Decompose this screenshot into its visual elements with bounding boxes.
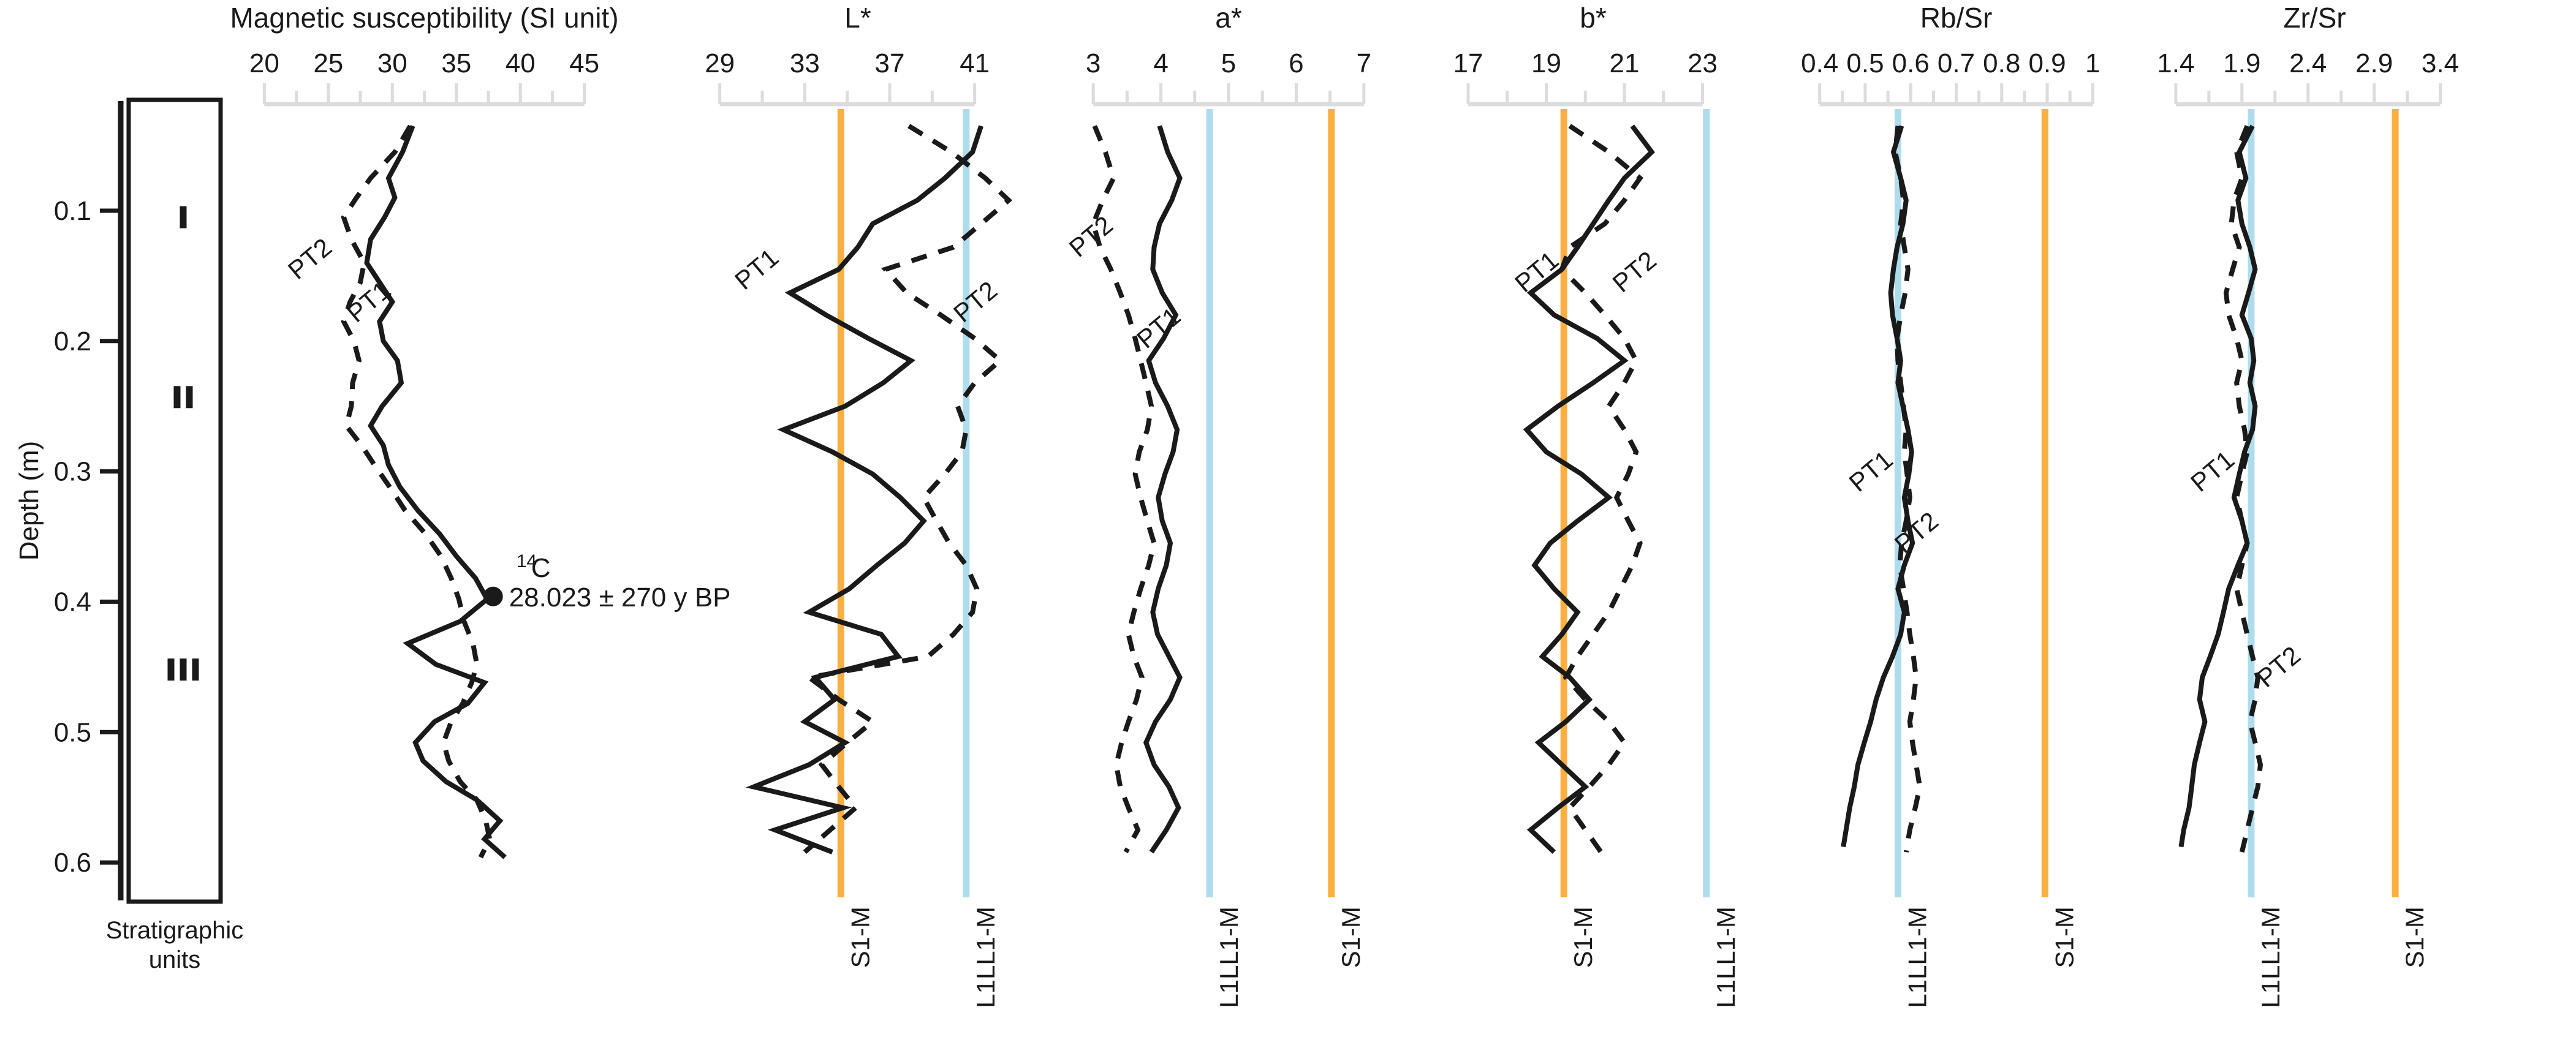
reference-label-L1LL1-M: L1LL1-M — [2256, 907, 2285, 1008]
series-line-PT1-panel4 — [1841, 125, 1915, 848]
depth-axis-label: Depth (m) — [14, 441, 44, 561]
stratigraphic-unit-III — [192, 658, 199, 681]
panel-title-1: L* — [844, 2, 871, 34]
series-label-PT1-panel0: PT1 — [341, 276, 396, 328]
x-tick-label-0-0: 20 — [249, 48, 279, 78]
series-line-PT1-panel3 — [1523, 124, 1655, 854]
series-label-PT1-panel4: PT1 — [1844, 445, 1898, 497]
series-line-PT1-panel1 — [745, 125, 983, 854]
x-tick-label-5-1: 1.9 — [2223, 48, 2260, 78]
x-tick-label-2-1: 4 — [1153, 48, 1168, 78]
x-tick-label-4-5: 0.9 — [2028, 48, 2066, 78]
panel-title-3: b* — [1580, 2, 1607, 34]
series-label-PT1-panel3: PT1 — [1509, 246, 1564, 298]
x-tick-label-3-1: 19 — [1531, 48, 1561, 78]
depth-tick-label: 0.3 — [54, 457, 91, 487]
panel-title-4: Rb/Sr — [1920, 2, 1993, 34]
x-tick-label-0-4: 40 — [506, 48, 536, 78]
series-line-PT2-panel1 — [803, 124, 1013, 854]
series-label-PT2-panel0: PT2 — [282, 232, 337, 285]
reference-label-S1-M: S1-M — [1569, 907, 1597, 968]
depth-tick-label: 0.6 — [54, 848, 91, 878]
x-tick-label-1-0: 29 — [705, 48, 735, 78]
x-tick-label-4-0: 0.4 — [1801, 48, 1838, 78]
depth-tick-label: 0.5 — [54, 717, 91, 747]
x-tick-label-5-2: 2.4 — [2289, 48, 2327, 78]
c14-age-value: 28.023 ± 270 y BP — [509, 583, 731, 613]
x-tick-label-4-1: 0.5 — [1846, 48, 1884, 78]
depth-tick-label: 0.1 — [54, 196, 91, 226]
series-line-PT2-panel4 — [1892, 126, 1923, 853]
x-tick-label-2-4: 7 — [1357, 48, 1371, 78]
stratigraphic-unit-II — [186, 386, 193, 409]
reference-label-S1-M: S1-M — [1336, 907, 1365, 968]
x-tick-label-1-2: 37 — [875, 48, 905, 78]
reference-label-S1-M: S1-M — [2050, 907, 2078, 968]
reference-label-L1LL1-M: L1LL1-M — [1214, 907, 1243, 1008]
c14-sample-dot — [483, 586, 503, 606]
x-tick-label-2-3: 6 — [1289, 48, 1303, 78]
series-label-PT2-panel5: PT2 — [2251, 641, 2306, 693]
series-line-PT1-panel2 — [1143, 125, 1183, 854]
x-tick-label-5-0: 1.4 — [2157, 48, 2194, 78]
strat-caption-line1: Stratigraphic — [106, 917, 244, 944]
series-label-PT1-panel1: PT1 — [729, 243, 784, 296]
stratigraphic-unit-III — [180, 658, 187, 681]
x-tick-label-5-4: 3.4 — [2422, 48, 2459, 78]
c14-isotope-label: C — [531, 553, 551, 583]
x-tick-label-0-5: 45 — [569, 48, 599, 78]
x-tick-label-2-0: 3 — [1086, 48, 1100, 78]
x-tick-label-4-3: 0.7 — [1938, 48, 1975, 78]
x-tick-label-3-3: 23 — [1688, 48, 1718, 78]
reference-label-L1LL1-M: L1LL1-M — [1903, 907, 1931, 1008]
stratigraphic-unit-I — [180, 206, 187, 228]
depth-tick-label: 0.4 — [54, 587, 91, 617]
series-label-PT2-panel1: PT2 — [948, 276, 1002, 328]
x-tick-label-2-2: 5 — [1221, 48, 1236, 78]
series-label-PT1-panel5: PT1 — [2185, 445, 2240, 497]
reference-label-L1LL1-M: L1LL1-M — [1711, 907, 1740, 1008]
x-tick-label-1-3: 41 — [960, 48, 990, 78]
series-label-PT2-panel2: PT2 — [1064, 210, 1118, 263]
reference-label-S1-M: S1-M — [846, 907, 874, 968]
series-line-PT2-panel5 — [2223, 125, 2263, 853]
panel-title-2: a* — [1215, 2, 1242, 34]
x-tick-label-4-2: 0.6 — [1892, 48, 1930, 78]
reference-label-L1LL1-M: L1LL1-M — [971, 907, 1000, 1008]
x-tick-label-0-2: 30 — [377, 48, 407, 78]
x-tick-label-4-4: 0.8 — [1983, 48, 2020, 78]
stratigraphic-column-box — [126, 97, 223, 904]
panel-title-0: Magnetic susceptibility (SI unit) — [230, 2, 618, 34]
strat-caption-line2: units — [149, 946, 201, 973]
series-label-PT2-panel3: PT2 — [1607, 246, 1662, 298]
c14-superscript: 14 — [517, 551, 537, 571]
series-line-PT1-panel0 — [364, 125, 507, 859]
series-line-PT2-panel3 — [1559, 124, 1643, 854]
x-tick-label-0-3: 35 — [441, 48, 471, 78]
series-line-PT2-panel0 — [341, 124, 493, 859]
series-line-PT1-panel5 — [2178, 124, 2258, 848]
x-tick-label-3-2: 21 — [1610, 48, 1640, 78]
panel-title-5: Zr/Sr — [2283, 2, 2346, 34]
x-tick-label-0-1: 25 — [313, 48, 343, 78]
x-tick-label-5-3: 2.9 — [2355, 48, 2393, 78]
x-tick-label-4-6: 1 — [2085, 48, 2100, 78]
depth-tick-label: 0.2 — [54, 326, 91, 356]
stratigraphic-unit-III — [167, 658, 175, 681]
reference-label-S1-M: S1-M — [2400, 907, 2429, 968]
x-tick-label-1-1: 33 — [790, 48, 820, 78]
x-tick-label-3-0: 17 — [1453, 48, 1483, 78]
stratigraphic-unit-II — [173, 386, 181, 409]
